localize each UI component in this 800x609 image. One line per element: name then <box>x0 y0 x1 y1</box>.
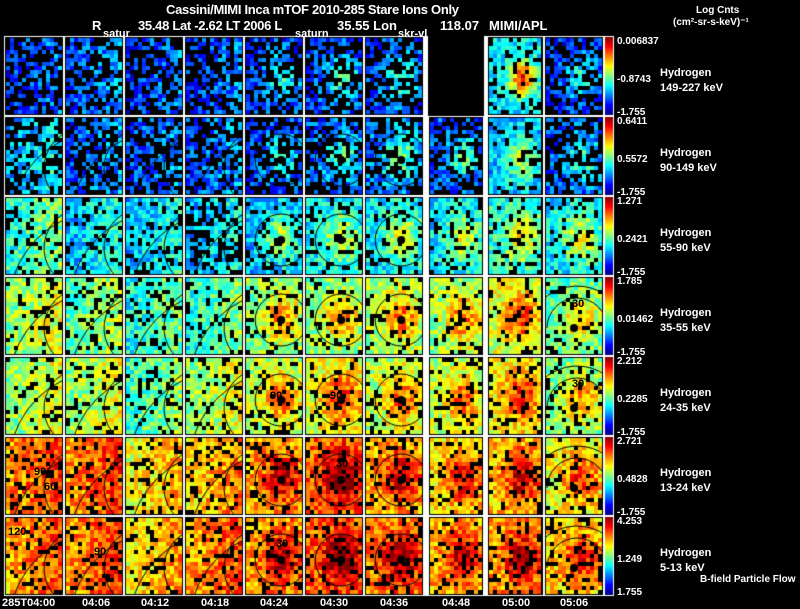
colorbar-max-label: 4.253 <box>617 516 643 527</box>
colorbar-max-label: 0.6411 <box>617 116 648 127</box>
colorbar-min-label: -1.755 <box>617 507 646 518</box>
colorbar-max-label: 1.271 <box>617 196 643 207</box>
energy-range-label: 90-149 keV <box>660 162 717 174</box>
contour-label: 30 <box>572 298 585 310</box>
colorbar-title: Log Cnts <box>696 5 740 16</box>
energy-range-label: 5-13 keV <box>660 562 705 574</box>
footer-note: B-field Particle Flow <box>700 574 796 585</box>
colorbar-mid-label: 0.5572 <box>617 154 648 165</box>
colorbar-min-label: -1.755 <box>617 107 646 118</box>
chart-title: Cassini/MIMI Inca mTOF 2010-285 Stare Io… <box>166 2 459 17</box>
energy-range-label: 13-24 keV <box>660 482 711 494</box>
contour-label: 90 <box>94 546 107 558</box>
species-label: Hydrogen <box>660 387 712 399</box>
colorbar-min-label: -1.755 <box>617 187 646 198</box>
energy-range-label: 149-227 keV <box>660 82 723 94</box>
species-label: Hydrogen <box>660 147 712 159</box>
time-tick-label: 04:24 <box>260 597 289 609</box>
contour-label: 30 <box>276 538 289 550</box>
colorbar-mid-label: 0.2285 <box>617 394 648 405</box>
time-tick-label: 05:00 <box>502 597 531 609</box>
r-label: R <box>92 18 102 33</box>
colorbar-min-label: 1.755 <box>617 587 643 598</box>
overlay-label-satur: satur <box>103 28 130 40</box>
colorbar-max-label: 0.006837 <box>617 36 659 47</box>
overlay-label-saturn: saturn <box>295 28 329 40</box>
species-label: Hydrogen <box>660 67 712 79</box>
contour-label: 120 <box>8 526 27 538</box>
species-label: Hydrogen <box>660 227 712 239</box>
source-label: MIMI/APL <box>489 18 548 33</box>
colorbar-mid-label: -0.8743 <box>617 74 651 85</box>
colorbar-mid-label: 1.249 <box>617 554 643 565</box>
colorbar-min-label: -1.755 <box>617 347 646 358</box>
lon-text: 35.55 Lon <box>337 18 397 33</box>
time-tick-label: 04:12 <box>141 597 170 609</box>
species-label: Hydrogen <box>660 547 712 559</box>
species-label: Hydrogen <box>660 467 712 479</box>
time-tick-label: 05:06 <box>560 597 589 609</box>
colorbar-mid-label: 0.01462 <box>617 314 654 325</box>
contour-label: 60 <box>44 481 57 493</box>
contour-label: 30 <box>336 458 349 470</box>
lat-lt-text: 35.48 Lat -2.62 LT 2006 L <box>138 18 282 33</box>
energy-range-label: 35-55 keV <box>660 322 711 334</box>
time-tick-label: 04:48 <box>442 597 471 609</box>
overlay-label-skr-vl: skr-vl <box>398 28 428 40</box>
colorbar-min-label: -1.755 <box>617 427 646 438</box>
energy-range-label: 24-35 keV <box>660 402 711 414</box>
energy-range-label: 55-90 keV <box>660 242 711 254</box>
colorbar-min-label: -1.755 <box>617 267 646 278</box>
colorbar-units: (cm²-sr-s-keV)⁻¹ <box>673 17 749 28</box>
colorbar-max-label: 1.785 <box>617 276 643 287</box>
contour-label: 90 <box>34 466 47 478</box>
colorbar-max-label: 2.212 <box>617 356 643 367</box>
colorbar-mid-label: 0.2421 <box>617 234 648 245</box>
r-value: 118.07 <box>440 18 480 33</box>
colorbar-max-label: 2.721 <box>617 436 643 447</box>
contour-label: 30 <box>572 378 585 390</box>
colorbar-mid-label: 0.4828 <box>617 474 648 485</box>
contour-label: 90 <box>330 390 343 402</box>
time-tick-label: 04:18 <box>201 597 230 609</box>
time-tick-label: 04:30 <box>320 597 349 609</box>
species-label: Hydrogen <box>660 307 712 319</box>
contour-label: 90 <box>270 390 283 402</box>
time-tick-label: 04:36 <box>380 597 409 609</box>
time-tick-label: 04:06 <box>82 597 111 609</box>
time-tick-label: 285T04:00 <box>2 597 56 609</box>
